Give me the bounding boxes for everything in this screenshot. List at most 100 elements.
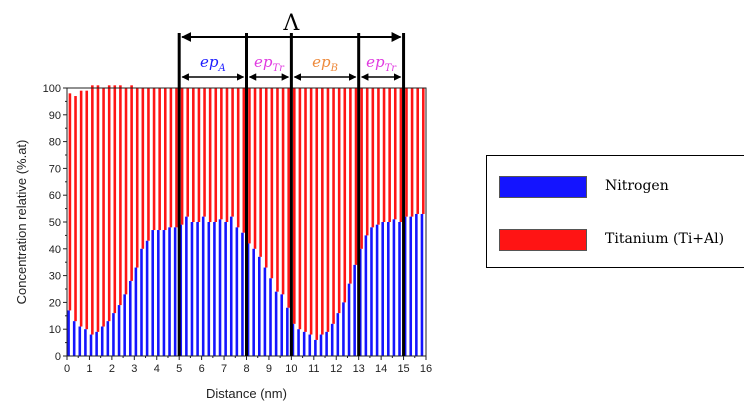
bar-titanium <box>304 88 307 332</box>
y-tick-label: 80 <box>49 137 61 149</box>
bar-nitrogen <box>364 235 368 356</box>
x-tick-label: 14 <box>375 363 387 375</box>
bar-titanium <box>270 88 274 279</box>
x-tick-label: 13 <box>353 363 365 375</box>
x-tick-label: 15 <box>397 363 409 375</box>
bar-nitrogen <box>78 326 82 356</box>
bar-titanium <box>124 88 128 295</box>
bar-nitrogen <box>235 227 239 356</box>
bar-titanium <box>135 88 139 268</box>
bar-titanium <box>163 88 167 231</box>
bar-titanium <box>422 88 425 214</box>
bar-nitrogen <box>370 227 373 356</box>
bar-titanium <box>337 88 341 314</box>
bar-nitrogen <box>314 339 317 356</box>
bar-titanium <box>208 88 212 222</box>
bar-titanium <box>158 88 161 231</box>
bar-nitrogen <box>375 224 379 356</box>
bar-nitrogen <box>353 264 356 356</box>
bar-titanium <box>236 88 240 228</box>
bar-nitrogen <box>325 331 328 356</box>
bar-titanium <box>388 88 391 222</box>
bar-titanium <box>293 88 296 324</box>
bar-nitrogen <box>415 213 418 356</box>
bar-nitrogen <box>128 280 132 356</box>
legend-swatch-titanium <box>499 229 587 251</box>
bar-titanium <box>259 88 262 257</box>
bar-nitrogen <box>168 227 171 356</box>
bar-nitrogen <box>190 222 194 356</box>
bar-titanium <box>416 88 419 214</box>
bar-titanium <box>169 88 173 228</box>
bar-nitrogen <box>286 307 289 356</box>
bar-titanium <box>68 93 72 311</box>
bar-nitrogen <box>185 216 188 356</box>
x-tick-label: 16 <box>420 363 432 375</box>
bar-nitrogen <box>246 243 250 356</box>
legend-label-titanium: Titanium (Ti+Al) <box>605 231 725 247</box>
bars-layer <box>67 85 425 356</box>
bar-titanium <box>281 88 285 295</box>
x-tick-label: 3 <box>131 363 137 375</box>
bar-titanium <box>326 88 330 332</box>
bar-nitrogen <box>392 219 396 356</box>
bar-nitrogen <box>173 227 177 356</box>
bar-titanium <box>203 88 206 217</box>
bar-nitrogen <box>358 248 362 356</box>
bar-nitrogen <box>398 222 401 356</box>
bar-titanium <box>309 88 313 335</box>
bar-titanium <box>113 85 117 314</box>
period-label: Λ <box>282 11 300 36</box>
bar-nitrogen <box>403 216 407 356</box>
bar-nitrogen <box>269 278 272 356</box>
bar-nitrogen <box>257 256 261 356</box>
y-tick-label: 50 <box>49 217 61 229</box>
bar-nitrogen <box>145 240 149 356</box>
bar-nitrogen <box>308 334 312 356</box>
bar-nitrogen <box>162 230 166 356</box>
x-tick-label: 9 <box>266 363 272 375</box>
bar-titanium <box>354 88 358 265</box>
bar-titanium <box>360 88 363 249</box>
y-tick-label: 30 <box>49 271 61 283</box>
x-axis-title: Distance (nm) <box>206 386 287 401</box>
ticks-layer: 0 1 2 3 4 5 6 7 8 9 10 11 12 13 14 15 160102030405060708… <box>43 83 432 375</box>
bar-nitrogen <box>252 248 255 356</box>
x-tick-label: 6 <box>199 363 205 375</box>
bar-nitrogen <box>280 294 284 356</box>
legend-swatch-nitrogen <box>499 176 587 198</box>
bar-titanium <box>399 88 403 222</box>
bar-nitrogen <box>218 219 222 356</box>
bar-nitrogen <box>330 323 334 356</box>
x-tick-label: 0 <box>64 363 70 375</box>
bar-titanium <box>119 85 122 306</box>
bar-titanium <box>180 88 184 225</box>
legend-label-nitrogen: Nitrogen <box>605 178 669 194</box>
bar-nitrogen <box>84 329 87 356</box>
bar-titanium <box>242 88 246 233</box>
x-tick-label: 11 <box>308 363 319 375</box>
bar-nitrogen <box>134 267 138 356</box>
y-tick-label: 40 <box>49 244 61 256</box>
bar-nitrogen <box>297 329 300 356</box>
y-tick-label: 20 <box>49 297 61 309</box>
bar-titanium <box>214 88 218 222</box>
bar-nitrogen <box>106 321 110 356</box>
bar-nitrogen <box>381 222 384 356</box>
bar-nitrogen <box>342 302 345 356</box>
bar-titanium <box>349 88 352 284</box>
bar-titanium <box>225 88 229 222</box>
bar-nitrogen <box>319 334 323 356</box>
segment-label: epTr <box>254 53 285 74</box>
bar-titanium <box>276 88 279 292</box>
bar-nitrogen <box>157 230 160 356</box>
bar-nitrogen <box>151 230 155 356</box>
bar-titanium <box>393 88 397 220</box>
y-tick-label: 0 <box>55 351 61 363</box>
x-tick-label: 2 <box>109 363 115 375</box>
y-tick-label: 10 <box>49 324 61 336</box>
bar-nitrogen <box>347 283 351 356</box>
bar-nitrogen <box>207 222 211 356</box>
x-tick-label: 12 <box>330 363 342 375</box>
